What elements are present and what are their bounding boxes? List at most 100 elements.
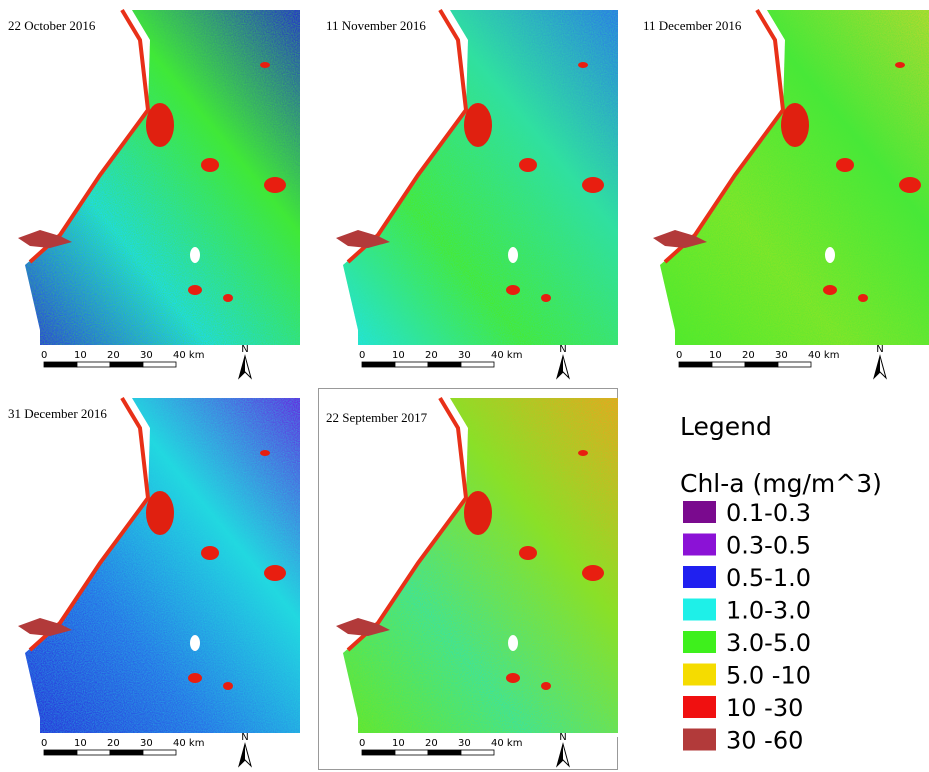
bay	[464, 103, 492, 147]
legend-title: Legend	[680, 412, 772, 441]
scale-segment	[461, 362, 494, 367]
scale-segment	[395, 750, 428, 755]
island-land	[190, 247, 200, 263]
island-land	[190, 635, 200, 651]
scale-segment	[44, 362, 77, 367]
scale-segment	[679, 362, 712, 367]
scale-label: 0	[676, 350, 682, 361]
bay	[146, 103, 174, 147]
legend-label: 3.0-5.0	[726, 629, 811, 657]
legend-swatch	[683, 696, 716, 718]
north-label: N	[559, 732, 566, 743]
scale-label: 20	[107, 350, 120, 361]
water-texture	[343, 398, 618, 733]
bay	[146, 491, 174, 535]
island	[582, 565, 604, 581]
scale-segment	[395, 362, 428, 367]
island	[836, 158, 854, 172]
island	[260, 450, 270, 456]
map-gap	[358, 345, 618, 349]
scale-label: 40 km	[808, 350, 839, 361]
island	[899, 177, 921, 193]
legend-swatch	[683, 534, 716, 556]
figure: Legend Chl-a (mg/m^3) 22 October 2016010…	[0, 0, 929, 772]
scale-segment	[110, 362, 143, 367]
north-label: N	[876, 344, 883, 355]
map-panel: 22 September 2017 0 10 20 30 40 km N	[319, 389, 619, 770]
panel-date: 22 October 2016	[8, 18, 96, 33]
scale-segment	[461, 750, 494, 755]
scale-label: 30	[458, 738, 471, 749]
island	[260, 62, 270, 68]
island	[578, 450, 588, 456]
scale-label: 10	[392, 738, 405, 749]
water-texture	[343, 10, 618, 345]
legend-swatch	[683, 501, 716, 523]
island	[541, 294, 551, 302]
legend-label: 10 -30	[726, 694, 803, 722]
north-label: N	[241, 732, 248, 743]
north-label: N	[241, 344, 248, 355]
island	[582, 177, 604, 193]
bay	[464, 491, 492, 535]
scale-label: 0	[41, 350, 47, 361]
scale-segment	[143, 750, 176, 755]
scale-segment	[428, 362, 461, 367]
scale-segment	[77, 750, 110, 755]
scale-segment	[428, 750, 461, 755]
island-land	[508, 247, 518, 263]
north-label: N	[559, 344, 566, 355]
scale-segment	[110, 750, 143, 755]
scale-label: 40 km	[491, 738, 522, 749]
panel-date: 11 November 2016	[326, 18, 426, 33]
water-texture	[660, 10, 929, 345]
panel-date: 22 September 2017	[326, 410, 428, 425]
scale-segment	[143, 362, 176, 367]
panel-date: 11 December 2016	[643, 18, 742, 33]
scale-segment	[362, 750, 395, 755]
scale-segment	[77, 362, 110, 367]
scale-label: 10	[709, 350, 722, 361]
island	[223, 294, 233, 302]
scale-label: 40 km	[173, 738, 204, 749]
map-gap	[675, 345, 929, 349]
island	[578, 62, 588, 68]
legend-swatch	[683, 664, 716, 686]
island	[188, 673, 202, 683]
scale-label: 40 km	[491, 350, 522, 361]
legend-label: 1.0-3.0	[726, 597, 811, 625]
island	[519, 158, 537, 172]
map-gap	[40, 733, 300, 737]
island	[223, 682, 233, 690]
legend-label: 0.5-1.0	[726, 564, 811, 592]
scale-segment	[778, 362, 811, 367]
scale-label: 10	[74, 350, 87, 361]
island	[264, 565, 286, 581]
scale-label: 30	[140, 350, 153, 361]
scale-label: 0	[41, 738, 47, 749]
scale-segment	[362, 362, 395, 367]
scale-label: 20	[425, 738, 438, 749]
map-gap	[40, 345, 300, 349]
water-texture	[25, 10, 300, 345]
scale-label: 20	[742, 350, 755, 361]
island	[264, 177, 286, 193]
scale-label: 0	[359, 350, 365, 361]
island	[823, 285, 837, 295]
island	[188, 285, 202, 295]
island	[201, 158, 219, 172]
island	[201, 546, 219, 560]
scale-label: 0	[359, 738, 365, 749]
map-panel: 11 December 2016 0 10 20 30 40 km N	[643, 10, 929, 378]
legend-label: 30 -60	[726, 727, 803, 755]
island	[858, 294, 868, 302]
scale-segment	[745, 362, 778, 367]
scale-label: 20	[107, 738, 120, 749]
scale-label: 30	[775, 350, 788, 361]
water-texture	[25, 398, 300, 733]
legend-label: 5.0 -10	[726, 662, 811, 690]
island	[506, 673, 520, 683]
